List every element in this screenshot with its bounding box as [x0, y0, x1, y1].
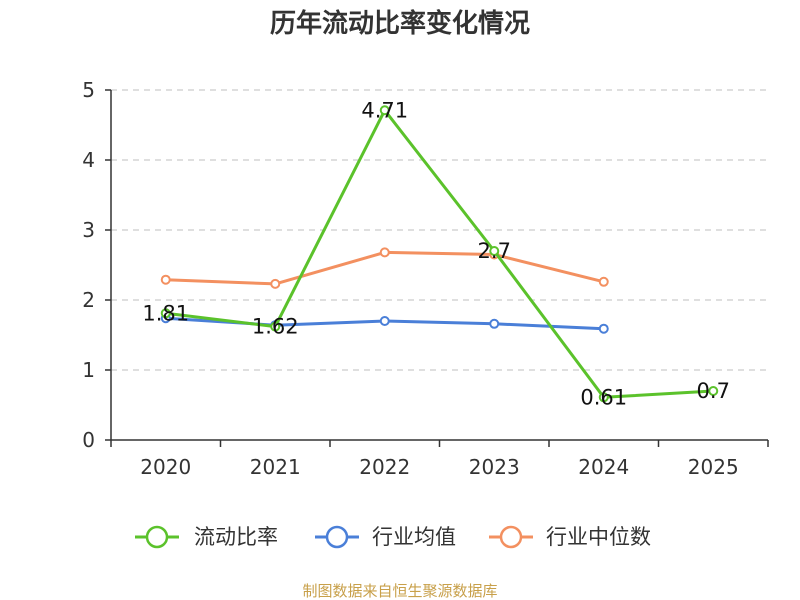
data-label: 1.62: [252, 315, 299, 339]
data-point: [270, 321, 281, 332]
data-point: [270, 278, 281, 289]
legend[interactable]: 流动比率 行业均值 行业中位数: [135, 525, 651, 549]
y-tick-label: 3: [82, 218, 95, 242]
data-point: [379, 247, 390, 258]
legend-item-1[interactable]: 行业均值: [315, 525, 456, 549]
data-label: 0.61: [580, 385, 627, 409]
series-line-0: [165, 108, 714, 399]
x-tick-label: 2021: [250, 455, 301, 479]
axes: 0 1 2 3 4 5 2020 2021 2022 2023 2024 2025: [82, 78, 769, 479]
x-tick-label: 2020: [140, 455, 191, 479]
legend-swatch-marker: [145, 525, 169, 549]
legend-label: 行业中位数: [546, 525, 651, 549]
y-tick-label: 2: [82, 288, 95, 312]
legend-swatch-marker: [325, 525, 349, 549]
data-point: [379, 316, 390, 326]
data-point: [598, 392, 609, 403]
data-label: 0.7: [697, 379, 730, 403]
x-tick-label: 2022: [359, 455, 410, 479]
x-tick-label: 2024: [578, 455, 629, 479]
legend-swatch-marker: [499, 525, 523, 549]
data-point: [489, 246, 500, 256]
x-tick-label: 2023: [469, 455, 520, 479]
y-tick-label: 4: [82, 148, 95, 172]
legend-label: 行业均值: [372, 525, 456, 549]
legend-item-0[interactable]: 流动比率: [135, 525, 278, 549]
chart-title: 历年流动比率变化情况: [270, 8, 530, 39]
x-tick-label: 2025: [688, 455, 739, 479]
series-layer: [160, 105, 719, 403]
data-label: 2.7: [478, 239, 511, 263]
y-tick-label: 5: [82, 78, 95, 102]
gridlines: [111, 89, 768, 371]
data-point: [489, 318, 500, 329]
legend-label: 流动比率: [194, 525, 278, 549]
legend-item-2[interactable]: 行业中位数: [489, 525, 651, 549]
data-labels: 1.81 1.62 4.71 2.7 0.61 0.7: [142, 98, 730, 409]
data-point: [598, 323, 609, 334]
data-point: [598, 276, 609, 287]
data-label: 4.71: [361, 98, 408, 122]
y-tick-label: 1: [82, 358, 95, 382]
data-point: [160, 308, 171, 319]
data-point: [160, 274, 171, 285]
source-note: 制图数据来自恒生聚源数据库: [302, 582, 497, 600]
data-point: [708, 386, 719, 396]
y-tick-label: 0: [82, 428, 95, 452]
data-label: 1.81: [142, 301, 189, 325]
data-point: [379, 105, 390, 116]
